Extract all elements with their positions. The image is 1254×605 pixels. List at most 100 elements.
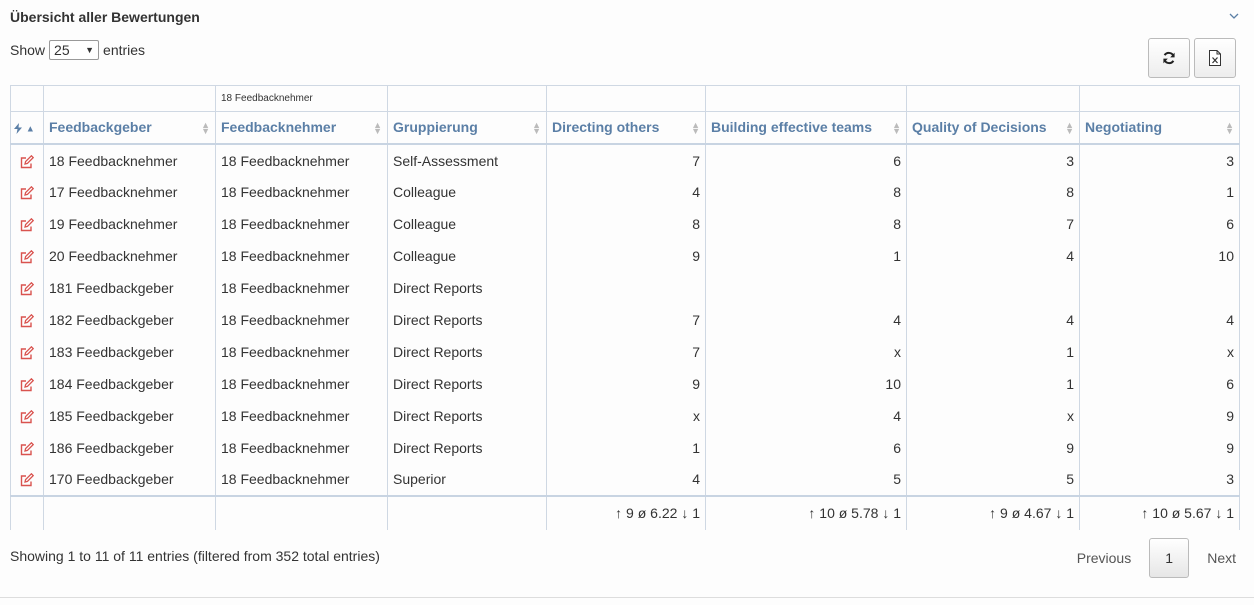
column-header-label: Gruppierung xyxy=(393,119,478,136)
edit-icon[interactable] xyxy=(20,217,34,232)
filter-row: 18 Feedbacknehmer xyxy=(10,85,1240,112)
cell-negotiating: 3 xyxy=(1079,143,1240,176)
cell-negotiating: 9 xyxy=(1079,431,1240,464)
table-row: 185 Feedbackgeber 18 Feedbacknehmer Direct… xyxy=(10,399,1240,432)
excel-export-button[interactable] xyxy=(1194,38,1236,78)
cell-negotiating: 6 xyxy=(1079,367,1240,400)
table-info: Showing 1 to 11 of 11 entries (filtered … xyxy=(10,548,380,564)
cell-quality-decisions xyxy=(906,271,1080,304)
panel-title: Übersicht aller Bewertungen xyxy=(10,9,200,25)
column-header-quality-decisions[interactable]: Quality of Decisions ▲ ▼ xyxy=(906,111,1080,145)
cell-directing-others: x xyxy=(546,399,706,432)
cell-feedbacknehmer: 18 Feedbacknehmer xyxy=(215,335,388,368)
select-caret-icon: ▼ xyxy=(85,45,95,55)
panel-divider xyxy=(0,597,1254,598)
cell-quality-decisions: 1 xyxy=(906,367,1080,400)
edit-icon[interactable] xyxy=(20,441,34,456)
cell-negotiating: 10 xyxy=(1079,239,1240,272)
column-header-negotiating[interactable]: Negotiating ▲ ▼ xyxy=(1079,111,1240,145)
previous-button[interactable]: Previous xyxy=(1076,550,1132,566)
next-button[interactable]: Next xyxy=(1207,550,1236,566)
cell-feedbackgeber: 19 Feedbacknehmer xyxy=(43,207,216,240)
column-header-gruppierung[interactable]: Gruppierung ▲ ▼ xyxy=(387,111,547,145)
cell-feedbacknehmer: 18 Feedbacknehmer xyxy=(215,367,388,400)
cell-feedbacknehmer: 18 Feedbacknehmer xyxy=(215,271,388,304)
cell-building-teams: 6 xyxy=(705,143,907,176)
sort-icon: ▲ ▼ xyxy=(1225,120,1234,136)
cell-negotiating xyxy=(1079,271,1240,304)
filter-cell-teams[interactable] xyxy=(705,85,907,112)
column-header-label: Directing others xyxy=(552,119,660,136)
cell-feedbacknehmer: 18 Feedbacknehmer xyxy=(215,143,388,176)
cell-gruppierung: Colleague xyxy=(387,207,547,240)
column-header-label: Building effective teams xyxy=(711,119,873,136)
edit-icon[interactable] xyxy=(20,249,34,264)
cell-building-teams: 6 xyxy=(705,431,907,464)
column-header-building-teams[interactable]: Building effective teams ▲ ▼ xyxy=(705,111,907,145)
cell-feedbackgeber: 185 Feedbackgeber xyxy=(43,399,216,432)
table-row: 184 Feedbackgeber 18 Feedbacknehmer Direct… xyxy=(10,367,1240,400)
filter-cell-actions xyxy=(10,85,44,112)
cell-directing-others: 4 xyxy=(546,463,706,496)
table-row: 19 Feedbacknehmer 18 Feedbacknehmer Collea… xyxy=(10,207,1240,240)
sort-icon: ▲ ▼ xyxy=(691,120,700,136)
edit-icon[interactable] xyxy=(20,281,34,296)
cell-gruppierung: Direct Reports xyxy=(387,367,547,400)
column-header-feedbackgeber[interactable]: Feedbackgeber ▲ ▼ xyxy=(43,111,216,145)
row-actions-cell xyxy=(10,335,44,368)
bolt-icon xyxy=(14,123,22,135)
edit-icon[interactable] xyxy=(20,185,34,200)
chevron-down-icon[interactable] xyxy=(1228,10,1240,22)
edit-icon[interactable] xyxy=(20,155,34,169)
column-header-directing-others[interactable]: Directing others ▲ ▼ xyxy=(546,111,706,145)
cell-negotiating: x xyxy=(1079,335,1240,368)
summary-building-teams: ↑ 10 ø 5.78 ↓ 1 xyxy=(705,494,907,530)
cell-quality-decisions: 9 xyxy=(906,431,1080,464)
filter-cell-negotiating[interactable] xyxy=(1079,85,1240,112)
cell-building-teams xyxy=(705,271,907,304)
entries-per-page-select[interactable]: 25 ▼ xyxy=(49,40,100,60)
table-row: 183 Feedbackgeber 18 Feedbacknehmer Direct… xyxy=(10,335,1240,368)
page-button-1[interactable]: 1 xyxy=(1149,538,1190,578)
edit-icon[interactable] xyxy=(20,313,34,328)
summary-cell-empty xyxy=(43,494,216,530)
sort-icon: ▲ ▼ xyxy=(1065,120,1074,136)
filter-cell-decisions[interactable] xyxy=(906,85,1080,112)
summary-cell-empty xyxy=(387,494,547,530)
edit-icon[interactable] xyxy=(20,409,34,424)
cell-quality-decisions: 1 xyxy=(906,335,1080,368)
column-header-feedbacknehmer[interactable]: Feedbacknehmer ▲ ▼ xyxy=(215,111,388,145)
table-row: 18 Feedbacknehmer 18 Feedbacknehmer Self-A… xyxy=(10,143,1240,176)
summary-directing-others: ↑ 9 ø 6.22 ↓ 1 xyxy=(546,494,706,530)
filter-cell-directing[interactable] xyxy=(546,85,706,112)
edit-icon[interactable] xyxy=(20,473,34,487)
cell-quality-decisions: 5 xyxy=(906,463,1080,496)
filter-cell-feedbackgeber[interactable] xyxy=(43,85,216,112)
filter-cell-gruppierung[interactable] xyxy=(387,85,547,112)
cell-building-teams: 8 xyxy=(705,207,907,240)
cell-feedbackgeber: 181 Feedbackgeber xyxy=(43,271,216,304)
length-control: Show 25 ▼ entries xyxy=(10,40,145,60)
edit-icon[interactable] xyxy=(20,345,34,360)
cell-feedbackgeber: 182 Feedbackgeber xyxy=(43,303,216,336)
cell-feedbacknehmer: 18 Feedbacknehmer xyxy=(215,463,388,496)
row-actions-cell xyxy=(10,239,44,272)
row-actions-cell xyxy=(10,303,44,336)
cell-building-teams: 4 xyxy=(705,303,907,336)
cell-quality-decisions: x xyxy=(906,399,1080,432)
cell-directing-others: 7 xyxy=(546,143,706,176)
filter-feedbacknehmer[interactable]: 18 Feedbacknehmer xyxy=(215,85,388,112)
cell-feedbacknehmer: 18 Feedbacknehmer xyxy=(215,175,388,208)
table-row: 17 Feedbacknehmer 18 Feedbacknehmer Collea… xyxy=(10,175,1240,208)
cell-quality-decisions: 4 xyxy=(906,239,1080,272)
cell-feedbackgeber: 186 Feedbackgeber xyxy=(43,431,216,464)
cell-feedbacknehmer: 18 Feedbacknehmer xyxy=(215,239,388,272)
pagination: Previous 1 Next xyxy=(1077,538,1236,578)
cell-negotiating: 4 xyxy=(1079,303,1240,336)
edit-icon[interactable] xyxy=(20,377,34,392)
show-label: Show xyxy=(10,42,46,58)
cell-building-teams: 8 xyxy=(705,175,907,208)
refresh-button[interactable] xyxy=(1148,38,1190,78)
actions-column-header[interactable]: ▲ xyxy=(10,111,44,145)
table-body: 18 Feedbacknehmer 18 Feedbacknehmer Self-A… xyxy=(10,143,1240,496)
